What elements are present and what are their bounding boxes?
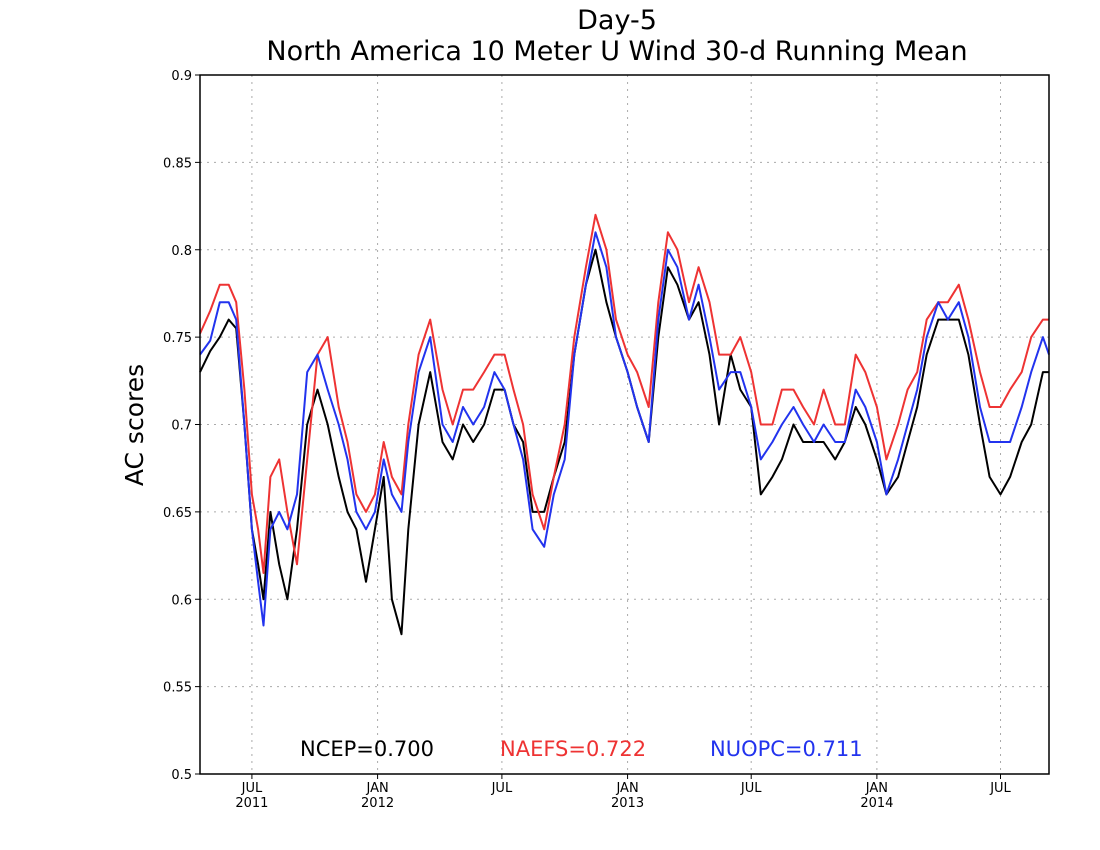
legend-naefs-label: NAEFS=0.722	[500, 737, 646, 761]
legend-nuopc-label: NUOPC=0.711	[710, 737, 863, 761]
chart-subtitle: North America 10 Meter U Wind 30-d Runni…	[266, 36, 967, 67]
x-tick-year-label: 2012	[361, 796, 394, 811]
y-tick-label: 0.55	[163, 681, 192, 696]
x-tick-month-label: JUL	[740, 781, 762, 796]
y-tick-label: 0.65	[163, 506, 192, 521]
x-tick-year-label: 2013	[611, 796, 644, 811]
x-tick-month-label: JAN	[615, 781, 638, 796]
legend: NCEP=0.700 NAEFS=0.722 NUOPC=0.711	[300, 737, 863, 761]
x-tick-month-label: JUL	[989, 781, 1011, 796]
series-line-ncep	[199, 248, 1049, 636]
y-tick-label: 0.75	[163, 331, 192, 346]
x-tick-month-label: JAN	[365, 781, 388, 796]
y-axis-ticks: 0.5 0.55 0.6 0.65 0.7 0.75 0.8 0.85 0.9	[163, 69, 200, 783]
series-line-nuopc	[199, 231, 1050, 627]
x-tick-year-label: 2014	[860, 796, 893, 811]
y-tick-label: 0.8	[171, 244, 192, 259]
y-tick-label: 0.5	[171, 768, 192, 783]
y-axis-label: AC scores	[120, 364, 149, 486]
x-tick-month-label: JAN	[865, 781, 888, 796]
legend-ncep-label: NCEP=0.700	[300, 737, 434, 761]
y-tick-label: 0.85	[163, 156, 192, 171]
y-tick-label: 0.6	[171, 593, 192, 608]
series-line-naefs	[199, 213, 1049, 574]
gridlines	[200, 75, 1049, 774]
y-tick-label: 0.9	[171, 69, 192, 84]
x-tick-year-label: 2011	[235, 796, 268, 811]
x-tick-month-label: JUL	[241, 781, 263, 796]
chart-title: Day-5	[577, 5, 657, 36]
series-lines	[199, 213, 1050, 636]
x-tick-month-label: JUL	[491, 781, 513, 796]
y-tick-label: 0.7	[171, 419, 192, 434]
